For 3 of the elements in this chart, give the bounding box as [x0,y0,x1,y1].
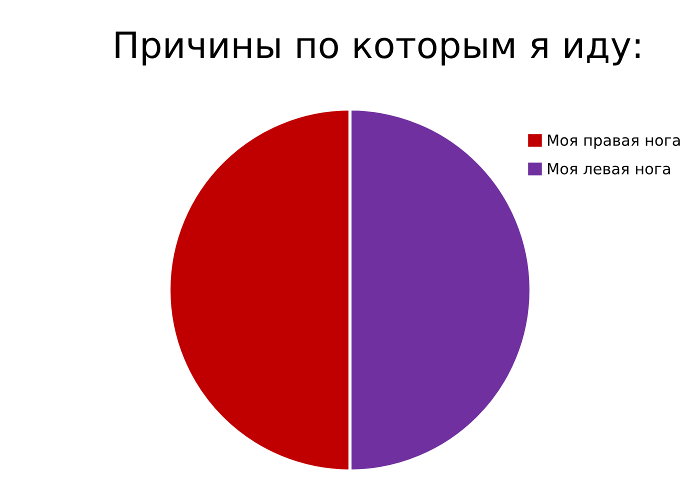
legend-label: Моя правая нога [548,134,680,149]
legend-label: Моя левая нога [548,163,670,174]
chart-title: Причины по которым я иду: [116,32,640,66]
